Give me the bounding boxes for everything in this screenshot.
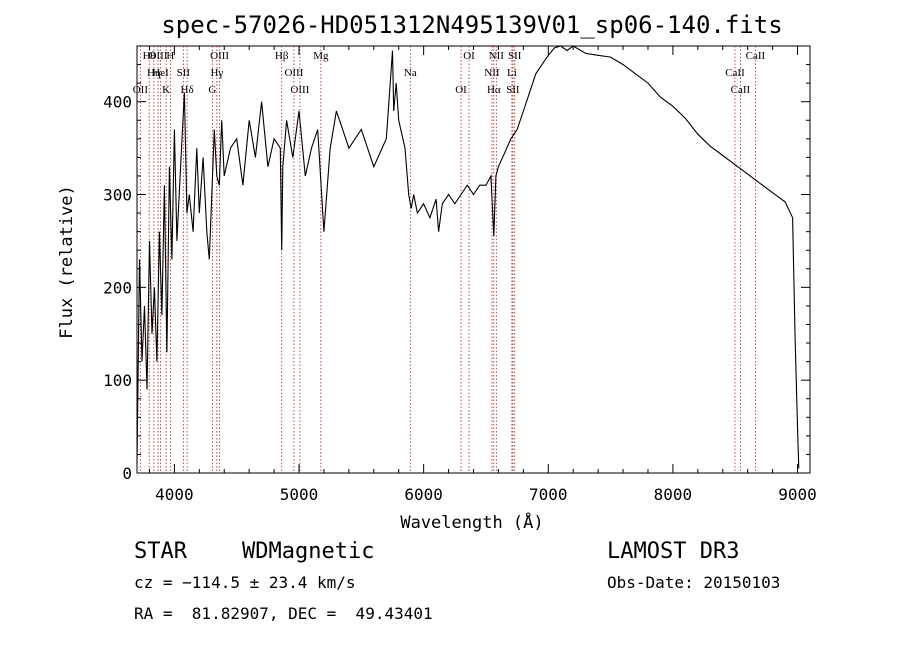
coords-label: RA = 81.82907, DEC = 49.43401 — [134, 604, 433, 623]
line-markers — [139, 46, 756, 473]
redshift-label: cz = −114.5 ± 23.4 km/s — [134, 573, 356, 592]
line-label: HeI — [152, 67, 169, 79]
x-axis: 4000 5000 6000 7000 8000 9000 — [148, 46, 817, 504]
y-tick-label: 200 — [103, 278, 132, 297]
obs-date-label: Obs-Date: 20150103 — [607, 573, 781, 592]
y-axis-label: Flux (relative) — [57, 185, 77, 339]
spectrum-line — [136, 45, 800, 469]
line-label: Li — [507, 67, 517, 79]
line-labels: HθHηOIIOIIIHeIKHSIIHδOIIIHγGHβOIIIOIIIMg… — [133, 50, 766, 96]
line-label: SII — [177, 67, 191, 79]
line-label: K — [162, 84, 170, 96]
line-label: OI — [455, 84, 467, 96]
subclass-label: WDMagnetic — [242, 539, 375, 564]
line-label: CaII — [746, 50, 766, 62]
line-label: OIII — [284, 67, 303, 79]
line-label: Hβ — [275, 50, 289, 62]
x-tick-label: 8000 — [654, 485, 693, 504]
line-label: H — [166, 50, 174, 62]
x-axis-label: Wavelength (Å) — [400, 511, 543, 533]
line-label: NII — [489, 50, 505, 62]
line-label: OI — [463, 50, 475, 62]
y-tick-label: 100 — [103, 371, 132, 390]
line-label: OIII — [290, 84, 309, 96]
line-label: SII — [508, 50, 522, 62]
y-tick-label: 300 — [103, 186, 132, 205]
line-label: Hα — [487, 84, 501, 96]
x-tick-label: 5000 — [280, 485, 319, 504]
plot-frame — [136, 45, 811, 474]
line-label: CaII — [731, 84, 751, 96]
line-label: NII — [484, 67, 500, 79]
y-tick-label: 0 — [122, 464, 132, 483]
line-label: Hγ — [210, 67, 223, 79]
x-tick-label: 7000 — [529, 485, 568, 504]
y-tick-label: 400 — [103, 93, 132, 112]
line-label: SII — [506, 84, 520, 96]
survey-label: LAMOST DR3 — [607, 539, 740, 564]
x-tick-label: 6000 — [404, 485, 443, 504]
line-label: Hη — [147, 67, 161, 79]
line-label: Hθ — [143, 50, 156, 62]
x-tick-label: 9000 — [778, 485, 817, 504]
line-label: CaII — [725, 67, 745, 79]
chart-title: spec-57026-HD051312N495139V01_sp06-140.f… — [161, 11, 782, 39]
line-label: Mg — [313, 50, 329, 62]
line-label: G — [208, 84, 216, 96]
class-label: STAR — [134, 539, 187, 564]
x-tick-label: 4000 — [155, 485, 194, 504]
line-label: OII — [133, 84, 149, 96]
line-label: OIII — [210, 50, 229, 62]
line-label: OIII — [149, 50, 168, 62]
line-label: Hδ — [181, 84, 194, 96]
line-label: Na — [404, 67, 417, 79]
y-axis: 0 100 200 300 400 — [103, 64, 810, 483]
